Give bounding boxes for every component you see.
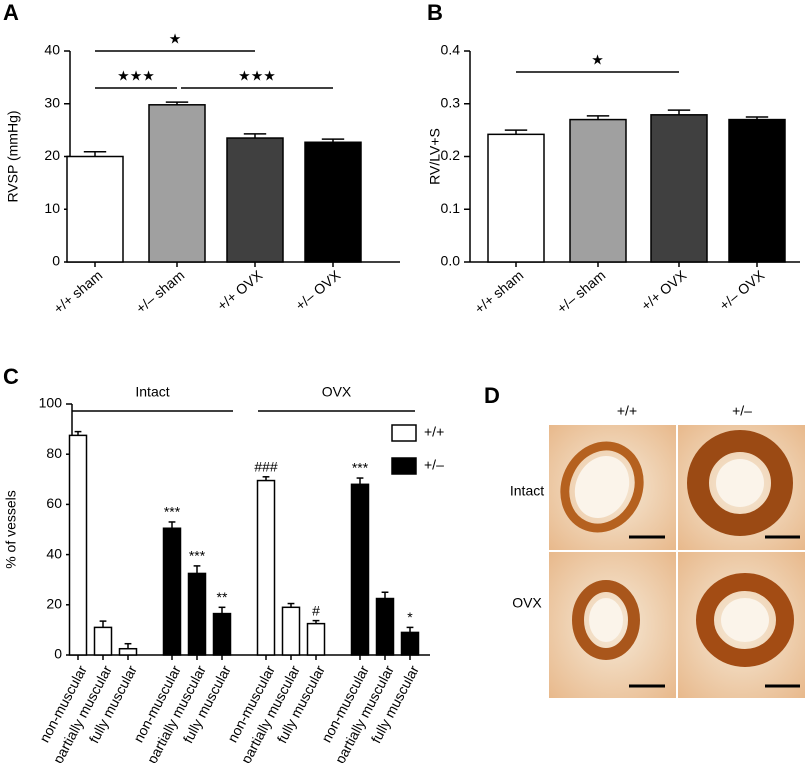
y-axis-label: RVSP (mmHg) bbox=[5, 110, 21, 202]
significance-marker: *** bbox=[189, 548, 206, 564]
significance-marker: ### bbox=[254, 458, 278, 474]
bar bbox=[118, 647, 138, 656]
image-panel: D +/+ +/– Intact OVX bbox=[484, 383, 805, 698]
bar bbox=[728, 118, 786, 263]
x-tick-label: +/– OVX bbox=[716, 266, 768, 313]
y-tick-label: 80 bbox=[46, 445, 62, 461]
bar bbox=[304, 141, 362, 263]
significance-marker: ★ bbox=[591, 52, 604, 68]
y-tick-label: 0 bbox=[54, 646, 62, 662]
bar bbox=[650, 114, 708, 263]
bar bbox=[93, 626, 113, 656]
y-tick-label: 30 bbox=[44, 94, 60, 110]
legend-label: +/+ bbox=[424, 424, 444, 440]
y-tick-label: 0 bbox=[52, 253, 60, 269]
panel-letter: D bbox=[484, 383, 500, 408]
y-axis-label: % of vessels bbox=[3, 490, 19, 569]
y-tick-label: 0.3 bbox=[441, 94, 461, 110]
y-axis-label: RV/LV+S bbox=[427, 128, 443, 185]
group-label: OVX bbox=[322, 384, 352, 400]
legend-label: +/– bbox=[424, 457, 444, 473]
micrograph bbox=[549, 552, 676, 698]
significance-marker: # bbox=[312, 602, 320, 618]
bar bbox=[212, 612, 232, 656]
bar bbox=[226, 137, 284, 263]
significance-marker: *** bbox=[164, 504, 181, 520]
y-tick-label: 60 bbox=[46, 495, 62, 511]
significance-marker: * bbox=[407, 609, 413, 625]
panel-letter: C bbox=[3, 364, 19, 389]
significance-marker: ★★★ bbox=[117, 68, 155, 84]
significance-marker: ★★★ bbox=[238, 68, 276, 84]
y-tick-label: 0.1 bbox=[441, 200, 461, 216]
group-label: Intact bbox=[135, 384, 169, 400]
column-label: +/+ bbox=[617, 403, 637, 419]
y-tick-label: 0.0 bbox=[441, 253, 461, 269]
y-tick-label: 40 bbox=[46, 545, 62, 561]
x-tick-label: +/– OVX bbox=[292, 266, 344, 313]
bar bbox=[68, 434, 88, 656]
bar bbox=[148, 104, 206, 263]
bar bbox=[256, 479, 276, 656]
bar bbox=[350, 483, 370, 656]
y-tick-label: 0.4 bbox=[441, 42, 461, 58]
x-tick-label: +/– sham bbox=[554, 267, 609, 317]
bar bbox=[162, 527, 182, 656]
bar bbox=[569, 118, 627, 263]
y-tick-label: 100 bbox=[39, 395, 63, 411]
legend-swatch bbox=[391, 424, 417, 442]
significance-marker: ★ bbox=[169, 31, 182, 47]
legend-swatch bbox=[391, 457, 417, 475]
panel-letter: B bbox=[427, 0, 443, 25]
y-tick-label: 20 bbox=[46, 596, 62, 612]
y-tick-label: 10 bbox=[44, 200, 60, 216]
bar bbox=[187, 572, 207, 656]
x-tick-label: +/+ sham bbox=[471, 267, 526, 317]
x-tick-label: +/+ OVX bbox=[638, 266, 690, 313]
x-tick-label: +/+ sham bbox=[50, 267, 105, 317]
bar bbox=[306, 622, 326, 656]
significance-marker: ** bbox=[217, 589, 228, 605]
panel-letter: A bbox=[3, 0, 19, 25]
row-label: Intact bbox=[510, 483, 544, 499]
significance-marker: *** bbox=[352, 460, 369, 476]
y-tick-label: 0.2 bbox=[441, 147, 461, 163]
micrograph bbox=[678, 552, 805, 698]
bar bbox=[66, 155, 124, 263]
y-tick-label: 20 bbox=[44, 147, 60, 163]
x-tick-label: +/– sham bbox=[133, 267, 188, 317]
bar bbox=[375, 597, 395, 656]
row-label: OVX bbox=[512, 595, 542, 611]
micrograph bbox=[678, 425, 805, 550]
y-tick-label: 40 bbox=[44, 42, 60, 58]
bar bbox=[281, 606, 301, 656]
bar bbox=[400, 631, 420, 656]
micrograph bbox=[549, 425, 676, 550]
x-tick-label: +/+ OVX bbox=[214, 266, 266, 313]
column-label: +/– bbox=[732, 403, 752, 419]
bar bbox=[487, 133, 545, 263]
